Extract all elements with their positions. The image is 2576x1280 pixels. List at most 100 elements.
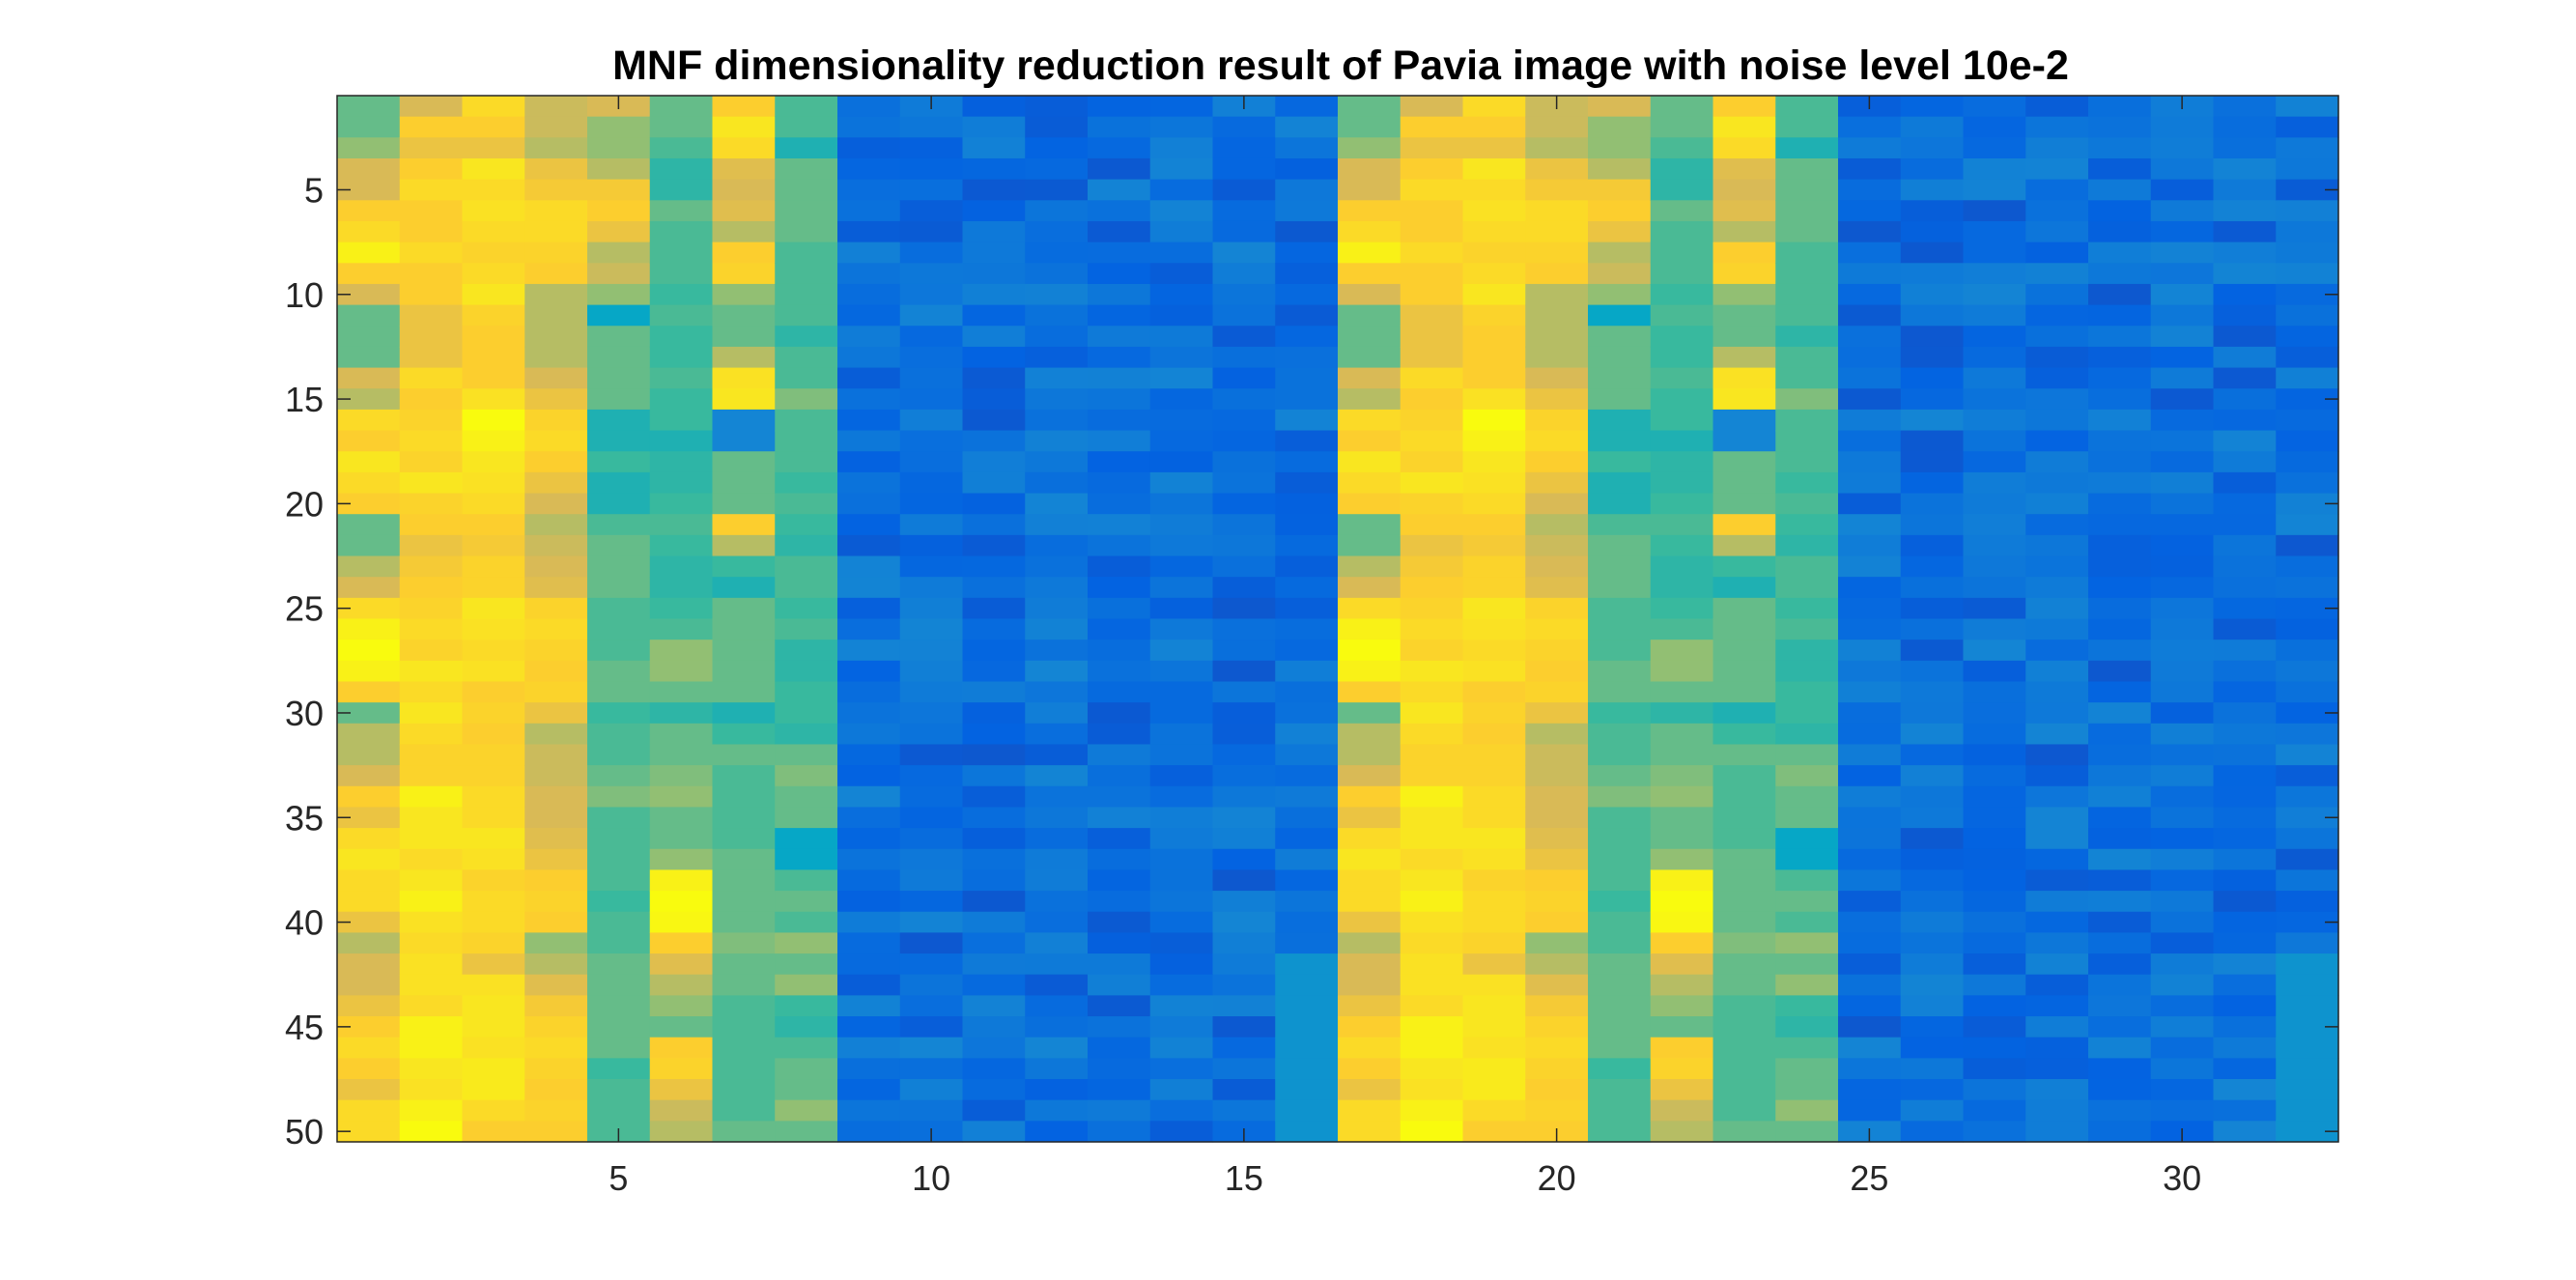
heatmap-cell bbox=[524, 514, 588, 536]
heatmap-cell bbox=[1275, 493, 1339, 515]
heatmap-cell bbox=[1775, 346, 1839, 369]
heatmap-cell bbox=[1088, 409, 1151, 432]
heatmap-cell bbox=[1900, 326, 1965, 348]
heatmap-cell bbox=[1275, 451, 1339, 473]
heatmap-cell bbox=[2213, 451, 2277, 473]
heatmap-cell bbox=[1838, 514, 1902, 536]
heatmap-cell bbox=[1838, 765, 1902, 787]
heatmap-cell bbox=[1338, 597, 1401, 620]
heatmap-cell bbox=[1775, 891, 1839, 913]
heatmap-cell bbox=[1900, 1058, 1965, 1080]
heatmap-cell bbox=[1650, 471, 1714, 495]
heatmap-cell bbox=[462, 220, 525, 243]
heatmap-cell bbox=[1212, 932, 1276, 954]
heatmap-cell bbox=[2150, 681, 2215, 703]
heatmap-cell bbox=[399, 346, 464, 369]
heatmap-cell bbox=[587, 409, 651, 432]
heatmap-cell bbox=[1838, 681, 1902, 703]
heatmap-cell bbox=[2088, 618, 2152, 640]
heatmap-cell bbox=[587, 116, 651, 138]
heatmap-cell bbox=[1838, 744, 1902, 766]
heatmap-cell bbox=[649, 137, 714, 159]
heatmap-cell bbox=[462, 1121, 525, 1143]
heatmap-cell bbox=[837, 304, 901, 327]
heatmap-cell bbox=[1838, 785, 1902, 809]
heatmap-cell bbox=[1900, 137, 1965, 159]
heatmap-cell bbox=[462, 242, 525, 264]
heatmap-cell bbox=[712, 1058, 776, 1080]
heatmap-cell bbox=[337, 848, 401, 871]
heatmap-cell bbox=[1088, 1121, 1151, 1143]
heatmap-cell bbox=[1650, 304, 1714, 327]
heatmap-cell bbox=[1838, 848, 1902, 871]
heatmap-cell bbox=[2025, 765, 2089, 787]
heatmap-cell bbox=[2213, 220, 2277, 243]
y-tick-label: 45 bbox=[285, 1008, 324, 1047]
heatmap-cell bbox=[649, 1058, 714, 1080]
heatmap-cell bbox=[2088, 471, 2152, 495]
heatmap-cell bbox=[1713, 283, 1776, 306]
heatmap-cell bbox=[712, 995, 776, 1017]
heatmap-cell bbox=[1462, 597, 1526, 620]
heatmap-cell bbox=[2088, 157, 2152, 181]
heatmap-cell bbox=[1775, 597, 1839, 620]
heatmap-cell bbox=[837, 137, 901, 159]
heatmap-cell bbox=[2150, 367, 2215, 389]
heatmap-cell bbox=[1775, 1058, 1839, 1080]
heatmap-cell bbox=[524, 346, 588, 369]
heatmap-cell bbox=[587, 974, 651, 996]
y-tick-label: 20 bbox=[285, 484, 324, 524]
heatmap-cell bbox=[399, 577, 464, 599]
heatmap-cell bbox=[399, 932, 464, 954]
heatmap-cell bbox=[1838, 807, 1902, 829]
heatmap-cell bbox=[837, 1037, 901, 1059]
heatmap-cell bbox=[1212, 304, 1276, 327]
heatmap-cell bbox=[1212, 388, 1276, 411]
heatmap-cell bbox=[1900, 409, 1965, 432]
heatmap-cell bbox=[649, 388, 714, 411]
heatmap-cell bbox=[1525, 326, 1589, 348]
heatmap-cell bbox=[337, 534, 401, 557]
heatmap-cell bbox=[1212, 995, 1276, 1017]
x-tick-label: 30 bbox=[2163, 1158, 2201, 1198]
heatmap-cell bbox=[2025, 388, 2089, 411]
heatmap-cell bbox=[399, 388, 464, 411]
heatmap-cell bbox=[524, 242, 588, 264]
heatmap-cell bbox=[399, 514, 464, 536]
heatmap-cell bbox=[649, 1037, 714, 1059]
heatmap-cell bbox=[1088, 974, 1151, 996]
heatmap-cell bbox=[649, 702, 714, 725]
heatmap-cell bbox=[837, 974, 901, 996]
heatmap-cell bbox=[1400, 640, 1464, 662]
heatmap-cell bbox=[1400, 702, 1464, 725]
heatmap-cell bbox=[1775, 430, 1839, 452]
heatmap-cell bbox=[337, 220, 401, 243]
heatmap-cell bbox=[2213, 1037, 2277, 1059]
heatmap-cell bbox=[1149, 157, 1214, 181]
heatmap-cell bbox=[1963, 179, 2026, 201]
heatmap-cell bbox=[587, 137, 651, 159]
heatmap-cell bbox=[2088, 681, 2152, 703]
heatmap-cell bbox=[775, 430, 838, 452]
heatmap-cell bbox=[1149, 618, 1214, 640]
heatmap-cell bbox=[1025, 785, 1089, 809]
heatmap-cell bbox=[1212, 891, 1276, 913]
heatmap-cell bbox=[2088, 1016, 2152, 1038]
heatmap-cell bbox=[899, 848, 964, 871]
heatmap-cell bbox=[1462, 869, 1526, 892]
heatmap-cell bbox=[962, 1058, 1026, 1080]
heatmap-cell bbox=[712, 1037, 776, 1059]
heatmap-cell bbox=[1088, 702, 1151, 725]
heatmap-cell bbox=[1338, 681, 1401, 703]
heatmap-cell bbox=[2213, 471, 2277, 495]
heatmap-cell bbox=[1650, 660, 1714, 683]
heatmap-cell bbox=[962, 388, 1026, 411]
heatmap-cell bbox=[712, 953, 776, 976]
heatmap-cell bbox=[1775, 1099, 1839, 1122]
heatmap-cell bbox=[399, 157, 464, 181]
heatmap-cell bbox=[1775, 367, 1839, 389]
heatmap-cell bbox=[2088, 869, 2152, 892]
heatmap-cell bbox=[462, 953, 525, 976]
heatmap-cell bbox=[1838, 179, 1902, 201]
heatmap-cell bbox=[2150, 304, 2215, 327]
